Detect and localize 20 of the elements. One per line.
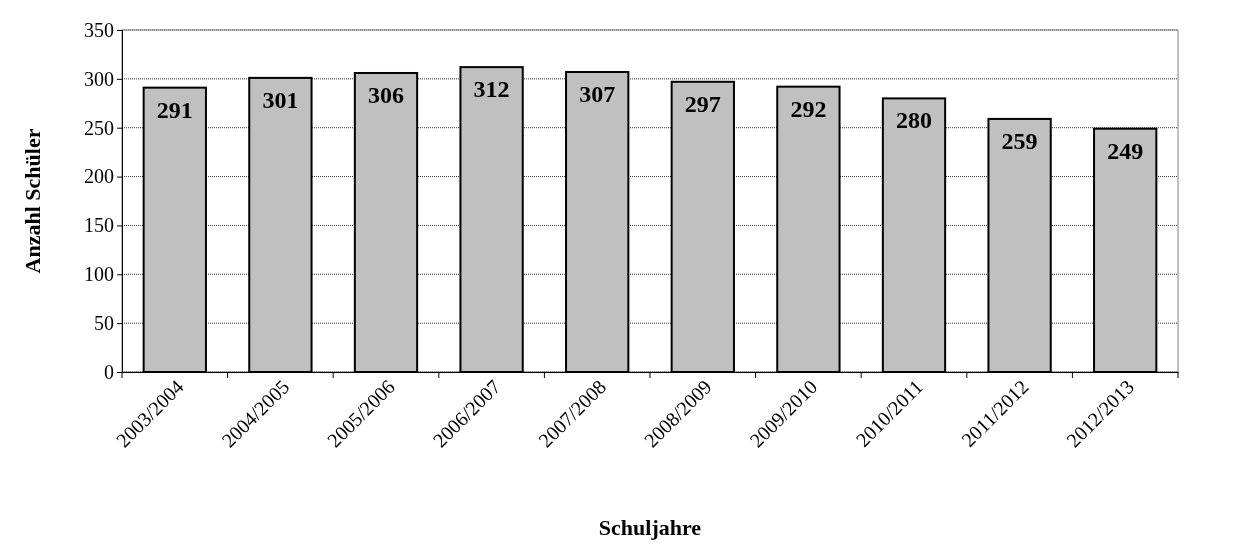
y-tick-label: 100	[84, 263, 114, 286]
y-tick-label: 350	[84, 18, 114, 41]
data-label: 312	[473, 76, 510, 103]
data-label: 280	[896, 107, 932, 134]
data-label: 301	[262, 86, 299, 113]
data-label: 259	[1001, 127, 1038, 154]
data-label: 297	[684, 90, 721, 117]
y-tick-label: 50	[94, 312, 114, 335]
y-tick-label: 0	[104, 360, 114, 383]
data-label: 307	[579, 81, 616, 108]
y-tick-label: 150	[84, 214, 114, 237]
y-tick-label: 200	[84, 165, 114, 188]
data-label: 306	[368, 81, 404, 108]
data-label: 249	[1107, 137, 1144, 164]
data-label: 291	[156, 96, 193, 123]
y-tick-label: 300	[84, 67, 114, 90]
x-axis-title: Schuljahre	[598, 515, 702, 540]
y-tick-label: 250	[84, 116, 114, 139]
data-label: 292	[790, 95, 827, 122]
y-axis-title: Anzahl Schüler	[20, 128, 45, 274]
